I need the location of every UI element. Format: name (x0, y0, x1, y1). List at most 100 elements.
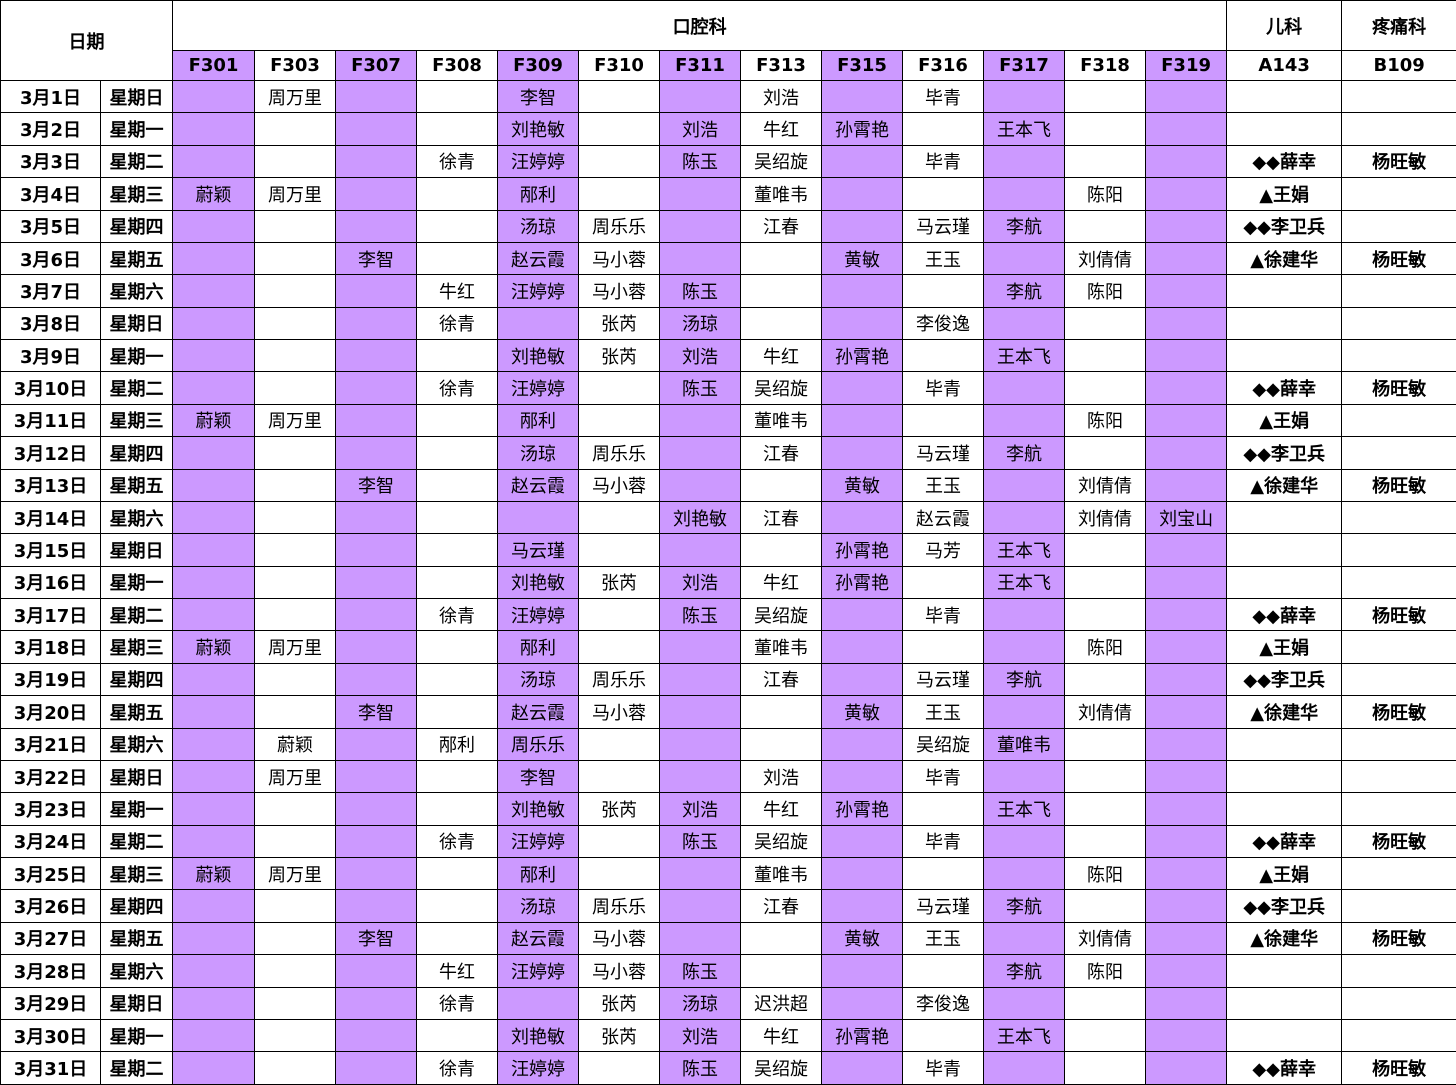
doctor-cell: 陈玉 (660, 825, 741, 857)
doctor-cell (336, 113, 417, 145)
doctor-cell: 汤琼 (498, 437, 579, 469)
doctor-cell: 周万里 (255, 631, 336, 663)
doctor-cell: 蔚颖 (173, 858, 255, 890)
doctor-cell: 王玉 (903, 242, 984, 274)
doctor-cell: 马芳 (903, 534, 984, 566)
doctor-cell: 陈阳 (1065, 275, 1146, 307)
doctor-cell (1146, 81, 1227, 113)
doctor-cell (1146, 113, 1227, 145)
doctor-cell (417, 469, 498, 501)
doctor-cell: 刘宝山 (1146, 501, 1227, 533)
date-cell: 3月20日 (1, 696, 101, 728)
doctor-cell (255, 1052, 336, 1084)
schedule-row: 3月21日星期六蔚颖邴利周乐乐吴绍旋董唯韦 (1, 728, 1456, 760)
doctor-cell (417, 404, 498, 436)
header-row: 日期口腔科儿科疼痛科 (1, 1, 1456, 51)
doctor-cell (417, 534, 498, 566)
doctor-cell (741, 534, 822, 566)
doctor-cell (822, 955, 903, 987)
doctor-cell (255, 372, 336, 404)
doctor-cell (173, 275, 255, 307)
doctor-cell (660, 404, 741, 436)
doctor-cell (498, 307, 579, 339)
doctor-cell (822, 1052, 903, 1084)
doctor-cell (336, 955, 417, 987)
doctor-cell: 张芮 (579, 987, 660, 1019)
doctor-cell (1065, 825, 1146, 857)
doctor-cell: 董唯韦 (741, 178, 822, 210)
doctor-cell: 王玉 (903, 469, 984, 501)
doctor-cell (984, 696, 1065, 728)
doctor-cell (173, 760, 255, 792)
room-header: F307 (336, 51, 417, 81)
doctor-cell: 杨旺敏 (1342, 825, 1456, 857)
doctor-cell: 徐青 (417, 145, 498, 177)
doctor-cell (579, 404, 660, 436)
weekday-cell: 星期日 (101, 987, 173, 1019)
schedule-row: 3月14日星期六刘艳敏江春赵云霞刘倩倩刘宝山 (1, 501, 1456, 533)
doctor-cell (1227, 760, 1342, 792)
doctor-cell (984, 145, 1065, 177)
doctor-cell (255, 890, 336, 922)
doctor-cell: 周乐乐 (498, 728, 579, 760)
doctor-cell: 牛红 (741, 113, 822, 145)
doctor-cell: 王本飞 (984, 113, 1065, 145)
doctor-cell (417, 113, 498, 145)
doctor-cell: 黄敏 (822, 696, 903, 728)
doctor-cell (336, 1052, 417, 1084)
doctor-cell: ◆◆薛幸 (1227, 1052, 1342, 1084)
schedule-row: 3月13日星期五李智赵云霞马小蓉黄敏王玉刘倩倩▲徐建华杨旺敏 (1, 469, 1456, 501)
doctor-cell: 杨旺敏 (1342, 696, 1456, 728)
weekday-cell: 星期二 (101, 825, 173, 857)
doctor-cell: 蔚颖 (255, 728, 336, 760)
doctor-cell: 邴利 (498, 404, 579, 436)
doctor-cell: ◆◆李卫兵 (1227, 210, 1342, 242)
weekday-cell: 星期日 (101, 307, 173, 339)
doctor-cell: 陈阳 (1065, 404, 1146, 436)
doctor-cell: 黄敏 (822, 242, 903, 274)
doctor-cell: 汤琼 (498, 890, 579, 922)
doctor-cell (903, 631, 984, 663)
weekday-cell: 星期五 (101, 696, 173, 728)
doctor-cell: 杨旺敏 (1342, 1052, 1456, 1084)
date-cell: 3月31日 (1, 1052, 101, 1084)
weekday-cell: 星期一 (101, 113, 173, 145)
doctor-cell: 张芮 (579, 340, 660, 372)
room-header: F319 (1146, 51, 1227, 81)
doctor-cell: 赵云霞 (498, 922, 579, 954)
room-header: F308 (417, 51, 498, 81)
doctor-cell (1065, 599, 1146, 631)
doctor-cell (336, 663, 417, 695)
doctor-cell (1227, 728, 1342, 760)
doctor-cell (660, 469, 741, 501)
schedule-row: 3月1日星期日周万里李智刘浩毕青 (1, 81, 1456, 113)
doctor-cell: 刘艳敏 (498, 1019, 579, 1051)
doctor-cell: 杨旺敏 (1342, 469, 1456, 501)
doctor-cell (1227, 566, 1342, 598)
doctor-cell: 周乐乐 (579, 663, 660, 695)
doctor-cell (822, 728, 903, 760)
doctor-cell (984, 469, 1065, 501)
doctor-cell (822, 437, 903, 469)
doctor-cell: 陈玉 (660, 955, 741, 987)
doctor-cell: 刘倩倩 (1065, 922, 1146, 954)
doctor-cell (1342, 340, 1456, 372)
doctor-cell (1227, 987, 1342, 1019)
doctor-cell: 陈阳 (1065, 858, 1146, 890)
doctor-cell (579, 113, 660, 145)
date-cell: 3月14日 (1, 501, 101, 533)
doctor-cell: 李航 (984, 275, 1065, 307)
doctor-cell (173, 340, 255, 372)
room-header: F310 (579, 51, 660, 81)
doctor-cell (173, 955, 255, 987)
weekday-cell: 星期三 (101, 404, 173, 436)
doctor-cell (984, 404, 1065, 436)
doctor-cell (1146, 728, 1227, 760)
doctor-cell (822, 890, 903, 922)
doctor-cell: 马云瑾 (903, 890, 984, 922)
room-header: F318 (1065, 51, 1146, 81)
doctor-cell (1342, 663, 1456, 695)
doctor-cell: 陈阳 (1065, 178, 1146, 210)
doctor-cell (336, 825, 417, 857)
